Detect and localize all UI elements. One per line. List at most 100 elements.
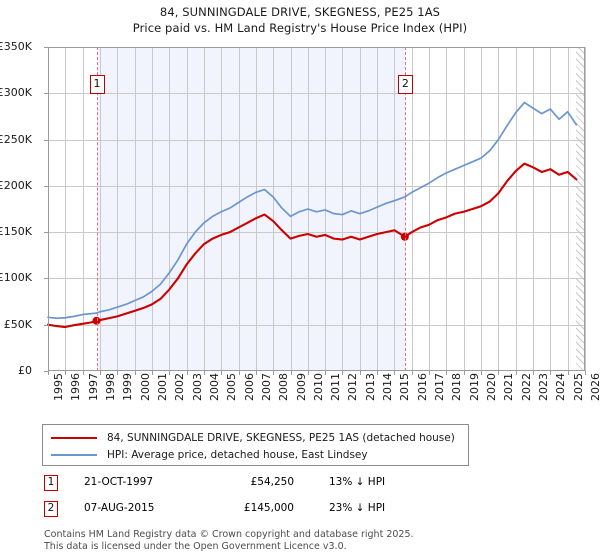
x-axis-tick-label: 2013 bbox=[363, 373, 377, 401]
x-axis-tick bbox=[48, 371, 49, 375]
x-axis-tick-label: 1996 bbox=[69, 373, 83, 401]
legend-label-hpi: HPI: Average price, detached house, East… bbox=[107, 449, 368, 461]
title-subtitle: Price paid vs. HM Land Registry's House … bbox=[132, 21, 468, 35]
gridline-horizontal bbox=[48, 185, 585, 187]
provisional-hatched-band bbox=[576, 47, 585, 371]
gridline-vertical bbox=[186, 47, 188, 371]
gridline-horizontal bbox=[48, 278, 585, 280]
gridline-vertical bbox=[411, 47, 413, 371]
x-axis-tick-label: 2004 bbox=[207, 373, 221, 401]
y-axis-tick bbox=[44, 93, 48, 95]
transaction-date: 07-AUG-2015 bbox=[84, 502, 155, 514]
x-axis-tick bbox=[186, 371, 188, 375]
x-axis-tick-label: 2008 bbox=[277, 373, 291, 401]
gridline-vertical bbox=[151, 47, 153, 371]
y-axis-tick bbox=[44, 139, 48, 141]
x-axis-tick-label: 2023 bbox=[537, 373, 551, 401]
gridline-vertical bbox=[585, 47, 586, 371]
event-vertical-line bbox=[404, 47, 406, 371]
footer-licence: This data is licensed under the Open Gov… bbox=[44, 540, 347, 552]
gridline-vertical bbox=[377, 47, 379, 371]
x-axis-tick bbox=[325, 371, 327, 375]
gridline-horizontal bbox=[48, 324, 585, 326]
gridline-vertical bbox=[342, 47, 344, 371]
x-axis-tick-label: 2026 bbox=[589, 373, 600, 401]
legend-item-property: 84, SUNNINGDALE DRIVE, SKEGNESS, PE25 1A… bbox=[51, 430, 455, 446]
x-axis-tick bbox=[65, 371, 67, 375]
x-axis-tick bbox=[151, 371, 153, 375]
x-axis-tick-label: 2025 bbox=[571, 373, 585, 401]
gridline-vertical bbox=[498, 47, 500, 371]
gridline-vertical bbox=[273, 47, 275, 371]
transaction-price: £145,000 bbox=[243, 502, 294, 514]
x-axis-tick bbox=[255, 371, 257, 375]
y-axis-tick-label: £150K bbox=[0, 225, 32, 239]
x-axis-tick bbox=[359, 371, 361, 375]
x-axis-tick bbox=[585, 371, 586, 375]
event-marker-box: 1 bbox=[89, 75, 105, 94]
gridline-vertical bbox=[359, 47, 361, 371]
x-axis-tick-label: 2014 bbox=[381, 373, 395, 401]
event-vertical-line bbox=[96, 47, 98, 371]
y-axis-tick bbox=[44, 324, 48, 326]
x-axis-tick bbox=[446, 371, 448, 375]
y-axis-tick bbox=[44, 185, 48, 187]
gridline-vertical bbox=[394, 47, 396, 371]
x-axis-tick-label: 2011 bbox=[329, 373, 343, 401]
page-title: 84, SUNNINGDALE DRIVE, SKEGNESS, PE25 1A… bbox=[0, 4, 600, 36]
gridline-vertical bbox=[429, 47, 431, 371]
gridline-vertical bbox=[221, 47, 223, 371]
x-axis-tick bbox=[550, 371, 552, 375]
gridline-vertical bbox=[533, 47, 535, 371]
gridline-vertical bbox=[550, 47, 552, 371]
x-axis-tick-label: 2005 bbox=[225, 373, 239, 401]
x-axis-tick-label: 2017 bbox=[433, 373, 447, 401]
x-axis-tick bbox=[533, 371, 535, 375]
gridline-vertical bbox=[169, 47, 171, 371]
y-axis-tick bbox=[44, 232, 48, 234]
gridline-vertical bbox=[463, 47, 465, 371]
x-axis-tick bbox=[394, 371, 396, 375]
transaction-badge: 1 bbox=[44, 475, 58, 491]
x-axis-tick-label: 2024 bbox=[554, 373, 568, 401]
chart-plot-area: £0 £50K £100K £150K £200K £250K £300K £350K 199… bbox=[0, 41, 600, 401]
legend-swatch-hpi bbox=[51, 454, 97, 456]
x-axis-tick-label: 2012 bbox=[346, 373, 360, 401]
gridline-vertical bbox=[515, 47, 517, 371]
gridline-vertical bbox=[446, 47, 448, 371]
x-axis-tick bbox=[290, 371, 292, 375]
x-axis-tick-label: 2009 bbox=[294, 373, 308, 401]
gridline-horizontal bbox=[48, 232, 585, 234]
gridline-vertical bbox=[65, 47, 67, 371]
x-axis-tick bbox=[411, 371, 413, 375]
transaction-hpi-delta: 13% ↓ HPI bbox=[329, 476, 386, 488]
y-axis-tick bbox=[44, 47, 48, 48]
x-axis-tick-label: 2000 bbox=[138, 373, 152, 401]
x-axis-tick bbox=[377, 371, 379, 375]
gridline-vertical bbox=[117, 47, 119, 371]
series-lines bbox=[46, 101, 578, 329]
gridline-vertical bbox=[255, 47, 257, 371]
gridline-vertical bbox=[325, 47, 327, 371]
x-axis-tick-label: 1998 bbox=[103, 373, 117, 401]
title-address: 84, SUNNINGDALE DRIVE, SKEGNESS, PE25 1A… bbox=[159, 5, 441, 19]
footer-attribution: Contains HM Land Registry data © Crown c… bbox=[44, 529, 584, 552]
y-axis-tick-label: £100K bbox=[0, 271, 32, 285]
ownership-shaded-band bbox=[96, 47, 405, 371]
x-axis-tick bbox=[82, 371, 84, 375]
legend-label-property: 84, SUNNINGDALE DRIVE, SKEGNESS, PE25 1A… bbox=[107, 432, 455, 444]
x-axis-tick bbox=[117, 371, 119, 375]
x-axis-tick-label: 2001 bbox=[155, 373, 169, 401]
x-axis-tick-label: 2018 bbox=[450, 373, 464, 401]
x-axis-tick bbox=[273, 371, 275, 375]
x-axis-tick-label: 2002 bbox=[173, 373, 187, 401]
gridline-horizontal bbox=[48, 139, 585, 141]
y-axis-tick-label: £50K bbox=[3, 317, 32, 331]
transaction-date: 21-OCT-1997 bbox=[84, 476, 153, 488]
x-axis-tick-label: 1999 bbox=[121, 373, 135, 401]
footer-copyright: Contains HM Land Registry data © Crown c… bbox=[44, 529, 414, 540]
y-axis-tick-label: £350K bbox=[0, 40, 32, 53]
legend-swatch-property bbox=[51, 437, 97, 439]
gridline-vertical bbox=[82, 47, 84, 371]
y-axis-tick-label: £250K bbox=[0, 132, 32, 146]
